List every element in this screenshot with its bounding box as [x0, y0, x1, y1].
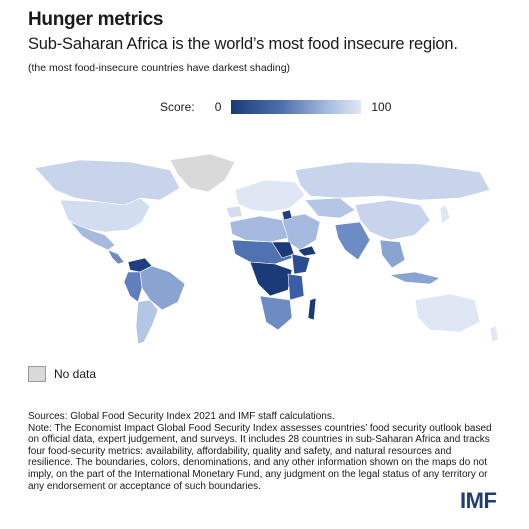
world-map — [34, 153, 499, 345]
indonesia — [388, 271, 441, 285]
imf-logo: IMF — [460, 488, 497, 513]
page-title: Hunger metrics — [28, 9, 164, 30]
note-text: Note: The Economist Impact Global Food S… — [28, 422, 492, 492]
legend-min: 0 — [214, 100, 222, 114]
no-data-swatch — [28, 366, 46, 382]
legend-label: Score: — [160, 100, 195, 114]
central-america — [107, 249, 125, 265]
central-asia — [304, 197, 356, 219]
iberia — [225, 205, 243, 219]
argentina — [135, 299, 159, 345]
horn-of-africa — [291, 253, 311, 275]
madagascar — [307, 297, 317, 321]
no-data-legend: No data — [28, 366, 96, 382]
brazil — [139, 265, 186, 311]
usa — [59, 197, 151, 233]
europe — [234, 179, 306, 213]
shading-note: (the most food-insecure countries have d… — [28, 62, 291, 74]
southeast-asia — [379, 239, 406, 269]
central-africa — [249, 261, 293, 297]
syria — [281, 209, 293, 221]
south-asia — [334, 221, 371, 261]
north-africa — [229, 215, 289, 243]
greenland — [169, 153, 236, 193]
sources-note: Sources: Global Food Security Index 2021… — [28, 411, 498, 492]
mexico — [69, 221, 116, 251]
legend-max: 100 — [371, 100, 392, 114]
australia — [414, 293, 481, 333]
subtitle: Sub-Saharan Africa is the world’s most f… — [28, 35, 458, 53]
southern-africa — [259, 295, 293, 331]
china — [354, 199, 431, 241]
japan — [439, 204, 451, 225]
score-legend: Score: 0 100 — [160, 98, 391, 116]
new-zealand — [489, 325, 499, 343]
sudan — [271, 241, 295, 259]
russia — [294, 161, 491, 201]
east-africa — [287, 273, 305, 301]
legend-gradient — [231, 100, 362, 114]
sources-line: Sources: Global Food Security Index 2021… — [28, 411, 335, 422]
yemen — [297, 245, 317, 257]
andes — [123, 271, 143, 303]
canada — [34, 159, 181, 206]
no-data-label: No data — [54, 367, 97, 381]
